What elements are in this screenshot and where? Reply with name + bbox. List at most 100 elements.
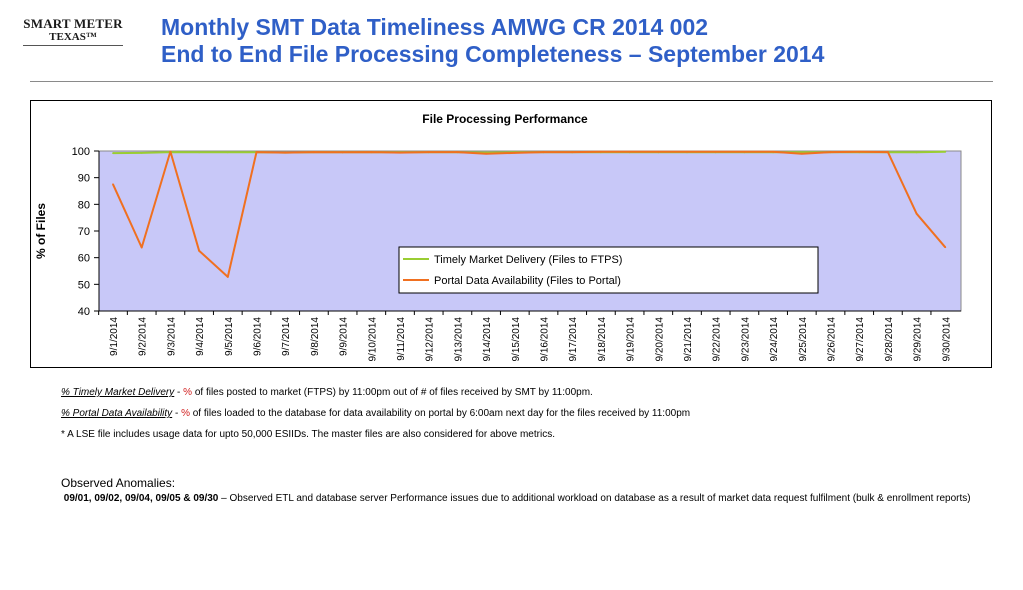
data-point xyxy=(112,183,114,186)
portal-text: of files loaded to the database for data… xyxy=(189,408,691,419)
chart-title: File Processing Performance xyxy=(422,112,588,126)
legend-label-timely: Timely Market Delivery (Files to FTPS) xyxy=(434,254,622,266)
note-portal-definition: % Portal Data Availability - % of files … xyxy=(61,407,981,420)
data-point xyxy=(829,151,832,153)
data-point xyxy=(600,150,602,153)
x-tick-label: 9/21/2014 xyxy=(683,317,694,362)
data-point xyxy=(313,151,315,153)
x-tick-label: 9/12/2014 xyxy=(425,317,436,362)
logo-line-2: TEXAS™ xyxy=(49,31,97,43)
x-tick-label: 9/22/2014 xyxy=(712,317,723,362)
data-point xyxy=(944,246,947,249)
anomalies-colon: : xyxy=(171,476,176,490)
x-tick-label: 9/16/2014 xyxy=(540,317,551,362)
anomalies-dates: 09/01, 09/02, 09/04, 09/05 & 09/30 xyxy=(63,493,219,504)
x-tick-label: 9/29/2014 xyxy=(913,317,924,362)
data-point xyxy=(915,151,918,154)
x-tick-label: 9/15/2014 xyxy=(511,317,522,362)
header-divider xyxy=(30,81,993,82)
x-tick-label: 9/5/2014 xyxy=(224,317,235,356)
chart-frame: File Processing Performance 40 50 60 70 80 90… xyxy=(30,100,992,368)
y-axis-label: % of Files xyxy=(34,203,48,259)
data-point xyxy=(915,212,918,215)
x-tick-label: 9/10/2014 xyxy=(367,317,378,362)
x-tick-label: 9/2/2014 xyxy=(138,317,149,356)
slide-title-line-2: End to End File Processing Completeness … xyxy=(161,41,825,67)
x-tick-label: 9/25/2014 xyxy=(798,317,809,362)
data-point xyxy=(284,151,287,154)
x-tick-label: 9/7/2014 xyxy=(281,317,292,356)
timely-pct: % xyxy=(183,387,193,398)
y-axis: 40 50 60 70 80 90 100 xyxy=(72,146,100,318)
data-point xyxy=(198,151,201,154)
data-point xyxy=(513,151,516,154)
data-point xyxy=(485,152,487,155)
data-point xyxy=(140,246,143,249)
series-line xyxy=(112,150,947,278)
data-point xyxy=(198,249,201,252)
data-point xyxy=(112,152,114,155)
data-point xyxy=(800,152,803,155)
definitions-notes: % Timely Market Delivery - % of files po… xyxy=(61,386,981,449)
note-timely-definition: % Timely Market Delivery - % of files po… xyxy=(61,386,981,399)
x-tick-label: 9/24/2014 xyxy=(769,317,780,362)
data-point xyxy=(571,151,574,153)
x-tick-label: 9/4/2014 xyxy=(195,317,206,356)
x-tick-label: 9/28/2014 xyxy=(884,317,895,362)
portal-dash: - xyxy=(172,408,182,419)
data-point xyxy=(226,275,229,278)
data-point xyxy=(542,151,545,153)
data-point xyxy=(427,151,430,153)
x-tick-label: 9/19/2014 xyxy=(626,317,637,362)
portal-pct: % xyxy=(181,408,190,419)
x-tick-label: 9/20/2014 xyxy=(654,317,665,362)
data-point xyxy=(686,150,688,153)
data-point xyxy=(226,151,229,154)
data-point xyxy=(944,150,947,153)
x-tick-label: 9/3/2014 xyxy=(166,317,177,356)
data-point xyxy=(255,151,258,153)
timely-dash: - xyxy=(174,387,184,398)
anomalies-heading: Observed Anomalies: xyxy=(61,477,986,490)
anomalies-text: – Observed ETL and database server Perfo… xyxy=(218,493,971,504)
x-tick-label: 9/18/2014 xyxy=(597,317,608,362)
data-point xyxy=(399,151,401,154)
logo-underline xyxy=(23,45,123,46)
smart-meter-texas-logo: SMART METER TEXAS™ xyxy=(22,16,124,46)
x-tick-label: 9/1/2014 xyxy=(109,317,120,356)
x-tick-label: 9/26/2014 xyxy=(827,317,838,362)
x-tick-label: 9/9/2014 xyxy=(339,317,350,356)
series-1 xyxy=(112,150,947,278)
y-tick-label: 100 xyxy=(72,146,90,158)
slide-title: Monthly SMT Data Timeliness AMWG CR 2014… xyxy=(161,14,824,68)
x-tick-label: 9/17/2014 xyxy=(568,317,579,362)
x-tick-label: 9/6/2014 xyxy=(253,317,264,356)
y-tick-label: 60 xyxy=(78,253,90,265)
anomalies-body: 09/01, 09/02, 09/04, 09/05 & 09/30 – Obs… xyxy=(61,492,986,505)
x-tick-label: 9/27/2014 xyxy=(855,317,866,362)
y-tick-label: 80 xyxy=(78,199,90,211)
data-point xyxy=(858,150,861,153)
x-tick-label: 9/8/2014 xyxy=(310,317,321,356)
file-processing-chart: File Processing Performance 40 50 60 70 80 90… xyxy=(34,112,962,362)
observed-anomalies: Observed Anomalies: 09/01, 09/02, 09/04,… xyxy=(61,477,986,505)
chart-legend: Timely Market Delivery (Files to FTPS) P… xyxy=(398,246,819,294)
y-tick-label: 40 xyxy=(78,306,90,318)
x-tick-label: 9/30/2014 xyxy=(941,317,952,362)
data-point xyxy=(456,151,459,153)
timely-text: of files posted to market (FTPS) by 11:0… xyxy=(192,387,593,398)
anomalies-title: Observed Anomalies xyxy=(61,476,172,490)
logo-line-1: SMART METER xyxy=(23,16,123,31)
slide-title-line-1: Monthly SMT Data Timeliness AMWG CR 2014… xyxy=(161,14,709,40)
data-point xyxy=(628,150,631,153)
data-point xyxy=(370,151,373,153)
data-point xyxy=(714,150,717,153)
portal-term: % Portal Data Availability xyxy=(61,408,173,419)
legend-label-portal: Portal Data Availability (Files to Porta… xyxy=(434,275,621,287)
x-tick-label: 9/14/2014 xyxy=(482,317,493,362)
note-lse-file: * A LSE file includes usage data for upt… xyxy=(61,429,555,440)
y-tick-label: 90 xyxy=(78,173,90,185)
x-axis: 9/1/2014 9/2/2014 9/3/2014 9/4/2014 9/5/2014… xyxy=(98,310,961,362)
data-point xyxy=(743,150,746,153)
data-point xyxy=(887,151,889,153)
